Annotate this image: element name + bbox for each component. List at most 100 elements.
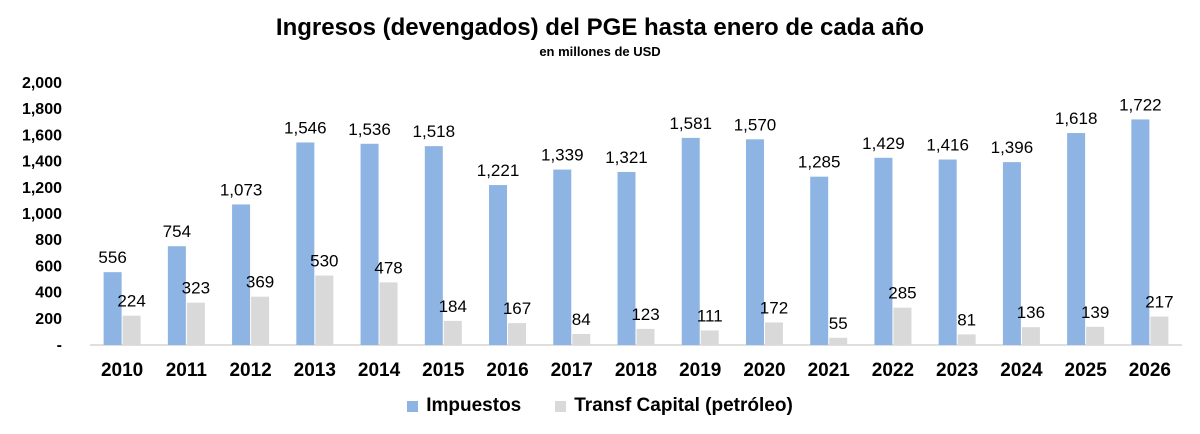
data-label-impuestos: 1,546	[284, 118, 327, 137]
bar-impuestos	[681, 137, 700, 345]
legend: Impuestos Transf Capital (petróleo)	[0, 395, 1200, 417]
data-label-transf-capital: 81	[957, 310, 976, 329]
bar-impuestos	[874, 157, 893, 345]
bar-transf-capital	[1086, 326, 1105, 345]
x-tick-label: 2018	[615, 360, 657, 381]
data-label-transf-capital: 167	[503, 299, 531, 318]
bar-transf-capital	[957, 334, 976, 345]
bar-impuestos	[103, 272, 122, 345]
data-label-impuestos: 1,285	[798, 153, 841, 172]
data-label-impuestos: 1,429	[862, 134, 905, 153]
bar-transf-capital	[1021, 327, 1040, 345]
bar-impuestos	[617, 171, 636, 345]
data-label-transf-capital: 139	[1081, 303, 1109, 322]
data-label-transf-capital: 172	[760, 298, 788, 317]
legend-label-impuestos: Impuestos	[426, 395, 522, 416]
x-tick-label: 2021	[808, 360, 851, 381]
x-tick-label: 2014	[358, 360, 401, 381]
bar-impuestos	[810, 176, 829, 345]
bar-transf-capital	[1150, 316, 1169, 345]
legend-swatch-transf-capital	[555, 400, 567, 412]
x-tick-label: 2020	[743, 360, 785, 381]
data-label-impuestos: 1,518	[413, 122, 456, 141]
data-label-impuestos: 1,221	[477, 161, 520, 180]
bar-impuestos	[296, 142, 315, 345]
x-tick-label: 2016	[486, 360, 528, 381]
x-tick-label: 2011	[166, 360, 208, 381]
legend-item-impuestos: Impuestos	[407, 395, 521, 417]
data-label-impuestos: 1,570	[734, 115, 777, 134]
legend-swatch-impuestos	[407, 400, 419, 412]
y-tick-label: 2,000	[22, 75, 62, 92]
bar-transf-capital	[443, 320, 462, 345]
data-label-impuestos: 1,618	[1055, 109, 1098, 128]
x-tick-label: 2010	[101, 360, 143, 381]
data-label-transf-capital: 184	[439, 297, 467, 316]
bar-transf-capital	[122, 315, 141, 345]
y-tick-label: 1,200	[22, 180, 62, 197]
y-tick-label: 1,400	[22, 154, 62, 171]
data-label-impuestos: 1,396	[991, 138, 1034, 157]
bar-impuestos	[489, 185, 508, 345]
data-label-impuestos: 556	[98, 248, 126, 267]
data-label-transf-capital: 217	[1145, 293, 1173, 312]
bars	[103, 119, 1169, 345]
data-label-transf-capital: 478	[374, 258, 402, 277]
x-tick-label: 2012	[229, 360, 271, 381]
legend-label-transf-capital: Transf Capital (petróleo)	[574, 395, 793, 416]
bar-impuestos	[167, 246, 186, 345]
bar-transf-capital	[379, 282, 398, 345]
data-label-impuestos: 1,722	[1119, 95, 1162, 114]
data-label-impuestos: 1,339	[541, 146, 584, 165]
data-label-transf-capital: 84	[572, 310, 591, 329]
x-tick-label: 2023	[936, 360, 978, 381]
data-labels: 556 224 754 323 1,073 369 1,546 530 1,536 478 1,51…	[98, 95, 1173, 332]
y-tick-label: 400	[35, 285, 62, 302]
data-label-transf-capital: 111	[697, 306, 723, 325]
bar-impuestos	[424, 146, 443, 345]
bar-transf-capital	[186, 302, 205, 345]
bar-transf-capital	[251, 296, 270, 345]
x-tick-label: 2015	[422, 360, 465, 381]
chart-subtitle: en millones de USD	[539, 44, 661, 59]
data-label-transf-capital: 224	[117, 292, 145, 311]
data-label-impuestos: 754	[163, 222, 191, 241]
bar-transf-capital	[700, 330, 719, 345]
data-label-transf-capital: 530	[310, 252, 338, 271]
data-label-transf-capital: 136	[1017, 303, 1045, 322]
bar-impuestos	[232, 204, 251, 345]
bar-impuestos	[360, 143, 379, 345]
bar-impuestos	[1002, 162, 1021, 345]
data-label-impuestos: 1,536	[348, 120, 391, 139]
x-tick-label: 2019	[679, 360, 721, 381]
bar-transf-capital	[315, 275, 334, 345]
legend-item-transf-capital: Transf Capital (petróleo)	[555, 395, 793, 417]
bar-transf-capital	[829, 337, 848, 345]
bar-transf-capital	[572, 333, 591, 345]
bar-impuestos	[1067, 133, 1086, 345]
y-tick-label: 1,000	[22, 206, 62, 223]
x-tick-label: 2022	[872, 360, 914, 381]
y-tick-label: 600	[35, 258, 62, 275]
x-tick-label: 2013	[294, 360, 336, 381]
data-label-impuestos: 1,321	[605, 148, 648, 167]
data-label-transf-capital: 323	[182, 279, 210, 298]
bar-transf-capital	[893, 307, 912, 345]
y-tick-label: 200	[35, 311, 62, 328]
x-tick-label: 2017	[551, 360, 593, 381]
bar-impuestos	[745, 139, 764, 345]
bar-impuestos	[553, 169, 572, 345]
bar-impuestos	[938, 159, 957, 345]
data-label-impuestos: 1,581	[669, 114, 712, 133]
x-tick-label: 2026	[1129, 360, 1171, 381]
data-label-transf-capital: 369	[246, 273, 274, 292]
data-label-impuestos: 1,073	[220, 180, 263, 199]
bar-transf-capital	[764, 322, 783, 345]
data-label-transf-capital: 285	[888, 284, 916, 303]
bar-transf-capital	[508, 323, 527, 345]
x-axis: 2010 2011 2012 2013 2014 2015 2016 2017 2018 2019…	[90, 344, 1182, 381]
data-label-transf-capital: 55	[829, 314, 848, 333]
y-tick-label: 1,800	[22, 101, 62, 118]
